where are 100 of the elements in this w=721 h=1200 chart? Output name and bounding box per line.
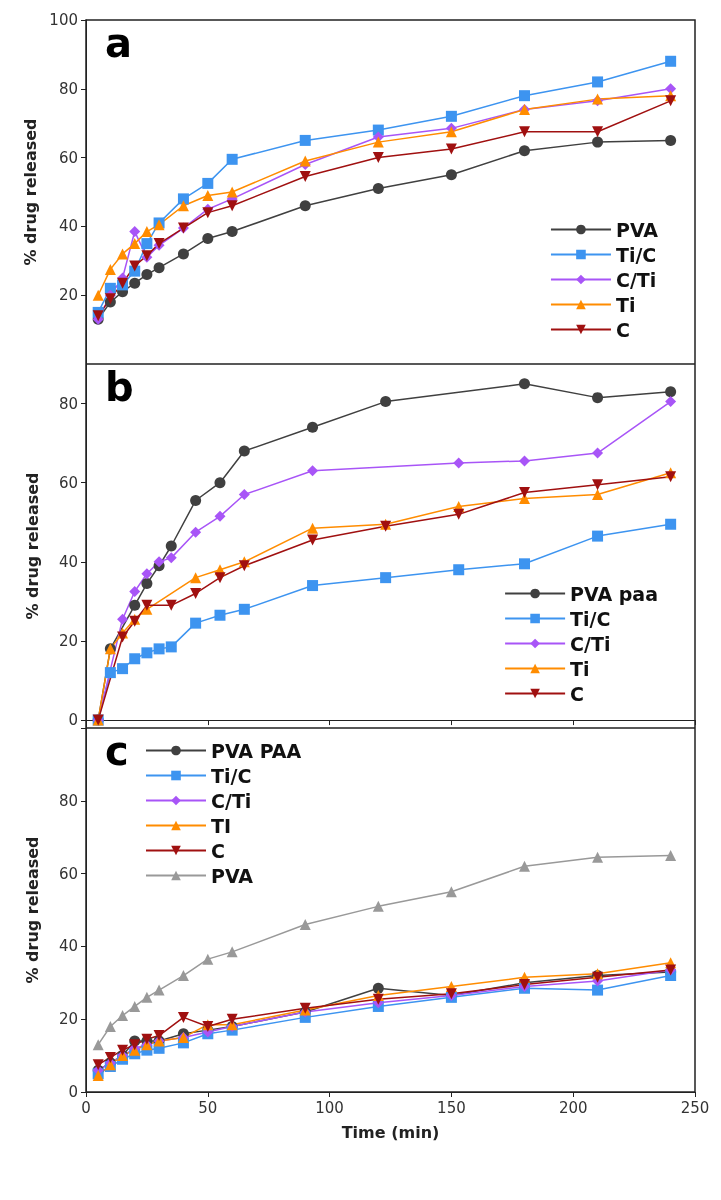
y-tick-label: 40: [58, 217, 78, 236]
x-tick-label: 100: [315, 1098, 344, 1117]
y-axis-title: % drug released: [22, 836, 42, 984]
y-tick-label: 80: [58, 79, 78, 98]
x-tick-label: 50: [198, 1098, 218, 1117]
point: [299, 134, 311, 146]
y-tick-label: 80: [58, 394, 78, 413]
point: [141, 238, 153, 250]
point: [453, 457, 465, 469]
point: [165, 599, 177, 611]
point: [665, 386, 677, 398]
point: [202, 189, 214, 201]
legend-label: PVA PAA: [211, 739, 302, 762]
point: [153, 643, 165, 655]
point: [202, 953, 214, 965]
point: [238, 603, 250, 615]
legend-label: C/Ti: [615, 268, 657, 291]
y-tick-label: 80: [58, 791, 78, 810]
point: [592, 489, 604, 501]
point: [226, 1013, 238, 1025]
point: [665, 55, 677, 67]
y-tick-label: 60: [58, 148, 78, 167]
point: [92, 1039, 104, 1051]
point: [299, 171, 311, 183]
point: [141, 599, 153, 611]
point: [445, 110, 457, 122]
point: [226, 226, 238, 238]
point: [592, 126, 604, 138]
point: [177, 1011, 189, 1023]
point: [153, 1030, 165, 1042]
point: [518, 145, 530, 157]
point: [202, 207, 214, 219]
legend-label: PVA: [615, 218, 659, 241]
legend-label: Ti: [615, 293, 636, 316]
point: [518, 558, 530, 570]
legend-label: Ti/C: [570, 607, 611, 630]
point: [92, 289, 104, 301]
point: [307, 534, 319, 546]
point: [104, 1051, 116, 1063]
point: [592, 76, 604, 88]
point: [226, 153, 238, 165]
legend-label: Ti: [570, 657, 590, 680]
point: [445, 126, 457, 138]
point: [214, 477, 226, 489]
point: [177, 970, 189, 982]
point: [592, 530, 604, 542]
point: [141, 991, 153, 1003]
point: [129, 599, 141, 611]
legend-label: PVA: [211, 864, 254, 887]
y-tick-label: 0: [68, 1083, 78, 1101]
point: [202, 232, 214, 244]
point: [307, 421, 319, 433]
point: [129, 653, 141, 665]
point: [665, 396, 677, 408]
point: [141, 647, 153, 659]
point: [141, 568, 153, 580]
point: [453, 508, 465, 520]
point: [92, 1059, 104, 1071]
point: [190, 617, 202, 629]
point: [129, 277, 141, 289]
x-tick-label: 200: [558, 1098, 588, 1117]
x-axis-title: Time (min): [341, 1122, 440, 1142]
point: [226, 946, 238, 958]
chart-title: b: [105, 364, 134, 410]
point: [445, 143, 457, 155]
legend-label: Ti/C: [615, 243, 657, 266]
point: [104, 1020, 116, 1032]
point: [518, 455, 530, 467]
legend-label: C: [570, 682, 585, 705]
point: [117, 1044, 129, 1056]
point: [453, 564, 465, 576]
point: [445, 886, 457, 898]
legend-label: Ti/C: [211, 764, 252, 787]
y-tick-label: 100: [49, 11, 78, 29]
point: [372, 183, 384, 195]
point: [165, 641, 177, 653]
point: [129, 226, 141, 238]
point: [238, 560, 250, 572]
chart-title: a: [105, 20, 132, 66]
point: [665, 471, 677, 483]
y-tick-label: 20: [58, 286, 78, 305]
point: [214, 510, 226, 522]
point: [141, 578, 153, 590]
point: [177, 193, 189, 205]
point: [372, 982, 384, 994]
point: [129, 1000, 141, 1012]
point: [665, 134, 677, 146]
y-tick-label: 40: [58, 937, 78, 956]
point: [238, 445, 250, 457]
point: [226, 186, 238, 198]
point: [104, 263, 116, 275]
point: [226, 200, 238, 212]
y-axis-title: % drug released: [20, 118, 40, 266]
point: [307, 580, 319, 592]
legend-label: C: [211, 839, 225, 862]
point: [153, 556, 165, 568]
point: [592, 984, 604, 996]
y-tick-label: 20: [58, 1010, 78, 1029]
point: [592, 136, 604, 148]
point: [190, 572, 202, 584]
